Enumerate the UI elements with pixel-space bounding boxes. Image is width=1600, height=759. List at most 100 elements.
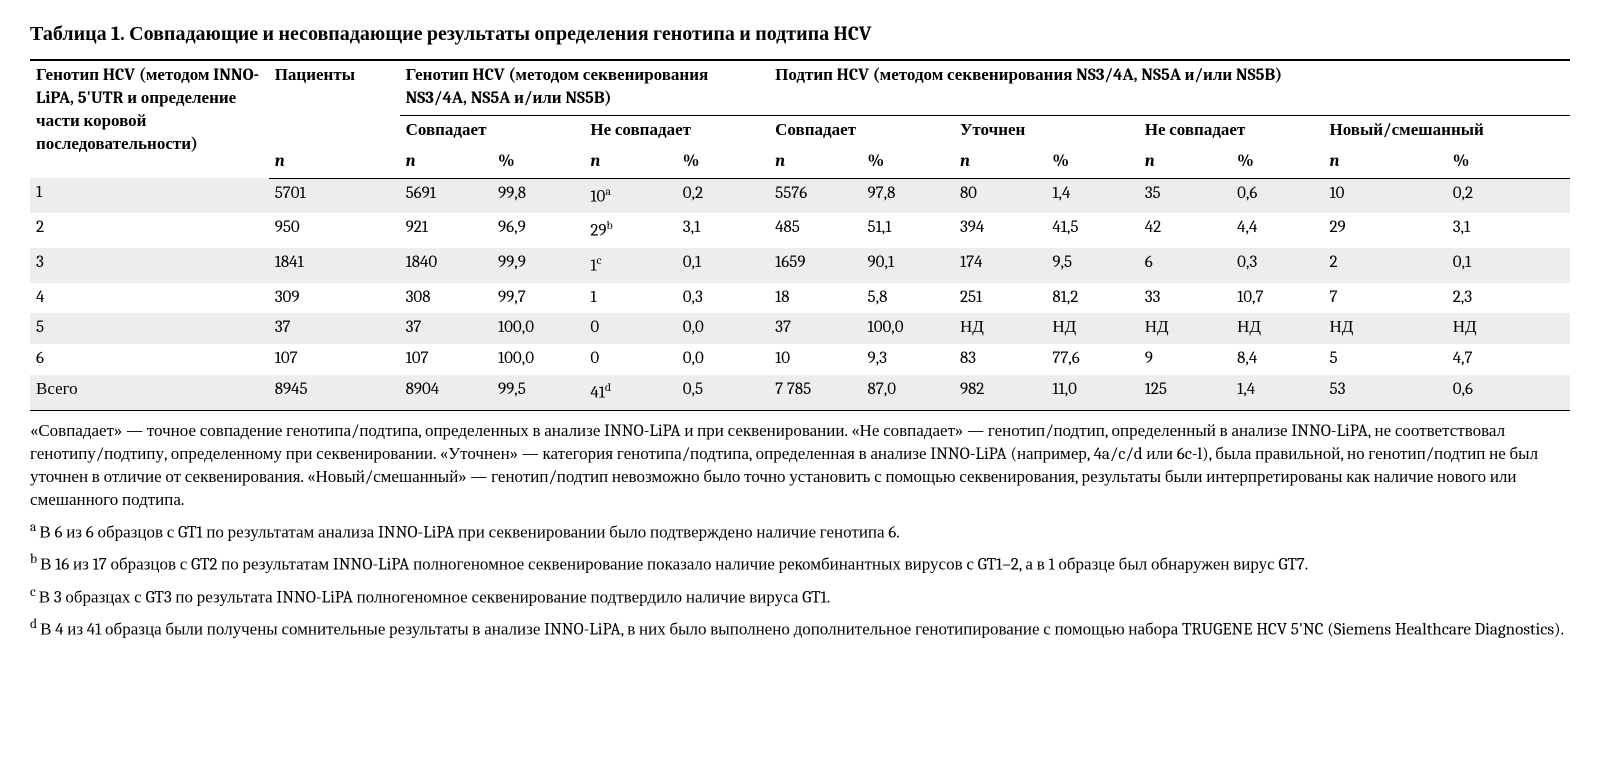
cell: 77,6 (1046, 344, 1138, 375)
pct-header: % (492, 147, 584, 178)
footnotes: «Совпадает» — точное совпадение генотипа… (30, 421, 1570, 643)
cell: 5701 (269, 178, 400, 213)
rowhead-header: Генотип HCV (методом INNO-LiPA, 5'UTR и … (30, 60, 269, 178)
cell: 37 (269, 313, 400, 344)
geno-nomatch-header: Не совпадает (584, 115, 769, 146)
cell: 10 (1324, 178, 1447, 213)
cell: 87,0 (862, 375, 954, 410)
cell: 3,1 (1447, 213, 1570, 248)
cell: 51,1 (862, 213, 954, 248)
cell: 4,4 (1231, 213, 1323, 248)
n-header: n (1324, 147, 1447, 178)
cell: 7 785 (769, 375, 861, 410)
pct-header: % (677, 147, 769, 178)
cell: 41d (584, 375, 676, 410)
cell: 1841 (269, 248, 400, 283)
cell: 1659 (769, 248, 861, 283)
pct-header: % (862, 147, 954, 178)
table-body: 15701569199,810a0,2557697,8801,4350,6100… (30, 178, 1570, 410)
cell: 53 (1324, 375, 1447, 410)
n-header: n (584, 147, 676, 178)
cell: НД (1046, 313, 1138, 344)
pct-header: % (1447, 147, 1570, 178)
geno-group-header: Генотип HCV (методом секвенирования NS3/… (400, 60, 770, 115)
cell: 107 (400, 344, 492, 375)
cell: НД (954, 313, 1046, 344)
cell: 0 (584, 344, 676, 375)
cell: 2 (1324, 248, 1447, 283)
cell: 1 (30, 178, 269, 213)
cell: 83 (954, 344, 1046, 375)
cell: 1,4 (1231, 375, 1323, 410)
cell: 5 (1324, 344, 1447, 375)
cell: 4,7 (1447, 344, 1570, 375)
footnote-b: b В 16 из 17 образцов с GT2 по результат… (30, 551, 1570, 578)
table-row: 15701569199,810a0,2557697,8801,4350,6100… (30, 178, 1570, 213)
cell: 982 (954, 375, 1046, 410)
cell: 174 (954, 248, 1046, 283)
cell: 97,8 (862, 178, 954, 213)
cell: 0,2 (1447, 178, 1570, 213)
footnote-d: d В 4 из 41 образца были получены сомнит… (30, 616, 1570, 643)
cell: 6 (30, 344, 269, 375)
cell: 8904 (400, 375, 492, 410)
cell: 0,1 (677, 248, 769, 283)
data-table: Генотип HCV (методом INNO-LiPA, 5'UTR и … (30, 59, 1570, 411)
cell: 100,0 (862, 313, 954, 344)
cell: 8,4 (1231, 344, 1323, 375)
cell: 99,7 (492, 283, 584, 314)
cell: 100,0 (492, 344, 584, 375)
table-row: 295092196,929b3,148551,139441,5424,4293,… (30, 213, 1570, 248)
table-row: 31841184099,91c0,1165990,11749,560,320,1 (30, 248, 1570, 283)
cell: 950 (269, 213, 400, 248)
cell: 1,4 (1046, 178, 1138, 213)
cell: 125 (1139, 375, 1231, 410)
cell: 0,3 (677, 283, 769, 314)
cell: 0,1 (1447, 248, 1570, 283)
cell: 0 (584, 313, 676, 344)
table-row: 53737100,000,037100,0НДНДНДНДНДНД (30, 313, 1570, 344)
footnote-c: c В 3 образцах с GT3 по результата INNO-… (30, 584, 1570, 611)
cell: 80 (954, 178, 1046, 213)
sub-refined-header: Уточнен (954, 115, 1139, 146)
cell: Всего (30, 375, 269, 410)
cell: 0,6 (1447, 375, 1570, 410)
n-header: n (769, 147, 861, 178)
patients-header: Пациенты (269, 60, 400, 147)
cell: 5 (30, 313, 269, 344)
sub-match-header: Совпадает (769, 115, 954, 146)
sub-novel-header: Новый/смешанный (1324, 115, 1571, 146)
cell: НД (1324, 313, 1447, 344)
cell: 35 (1139, 178, 1231, 213)
cell: 99,5 (492, 375, 584, 410)
cell: 1 (584, 283, 676, 314)
cell: 0,0 (677, 344, 769, 375)
cell: 1c (584, 248, 676, 283)
cell: 5691 (400, 178, 492, 213)
cell: 10a (584, 178, 676, 213)
cell: 0,3 (1231, 248, 1323, 283)
cell: 5,8 (862, 283, 954, 314)
cell: 0,2 (677, 178, 769, 213)
cell: 42 (1139, 213, 1231, 248)
cell: 921 (400, 213, 492, 248)
cell: 1840 (400, 248, 492, 283)
footnote-main: «Совпадает» — точное совпадение генотипа… (30, 421, 1570, 513)
cell: 96,9 (492, 213, 584, 248)
cell: 99,8 (492, 178, 584, 213)
cell: 2,3 (1447, 283, 1570, 314)
cell: 18 (769, 283, 861, 314)
cell: 41,5 (1046, 213, 1138, 248)
cell: 29b (584, 213, 676, 248)
table-row: Всего8945890499,541d0,57 78587,098211,01… (30, 375, 1570, 410)
sub-nomatch-header: Не совпадает (1139, 115, 1324, 146)
n-header: n (1139, 147, 1231, 178)
n-header: n (269, 147, 400, 178)
cell: 0,5 (677, 375, 769, 410)
cell: 251 (954, 283, 1046, 314)
cell: 29 (1324, 213, 1447, 248)
sub-group-header: Подтип HCV (методом секвенирования NS3/4… (769, 60, 1570, 115)
cell: 9,3 (862, 344, 954, 375)
cell: 8945 (269, 375, 400, 410)
cell: 37 (769, 313, 861, 344)
